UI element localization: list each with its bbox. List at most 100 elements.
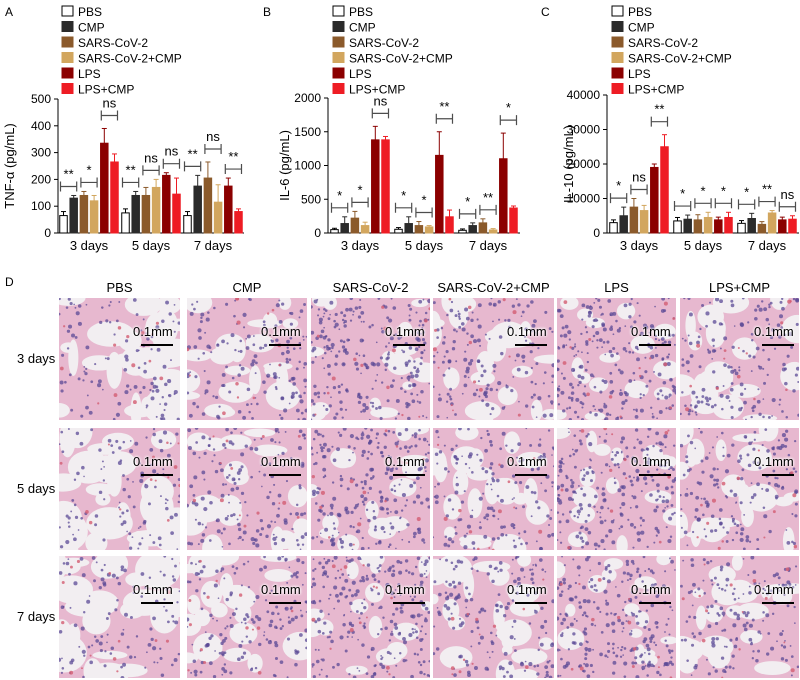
significance-label: * <box>700 183 705 198</box>
histology-image: 0.1mm <box>311 298 430 420</box>
significance-bracket <box>330 202 349 213</box>
scale-bar <box>269 344 301 346</box>
significance-bracket <box>59 181 78 192</box>
bar <box>660 146 669 234</box>
tissue-texture <box>557 298 676 420</box>
significance-label: ns <box>165 144 179 159</box>
histology-image: 0.1mm <box>187 556 307 678</box>
histology-column-header: PBS <box>106 280 132 295</box>
bar <box>650 166 659 234</box>
bar <box>89 200 99 234</box>
histology-image: 0.1mm <box>680 428 799 550</box>
bar <box>404 223 413 234</box>
legend-label: CMP <box>349 21 376 35</box>
significance-label: * <box>337 188 342 203</box>
bar <box>458 229 467 234</box>
legend-swatch <box>611 36 624 48</box>
significance-bracket <box>650 116 669 127</box>
significance-label: ** <box>64 166 74 181</box>
significance-bracket <box>394 202 413 213</box>
legend-label: PBS <box>78 5 102 19</box>
scale-bar <box>393 344 425 346</box>
panel-letter-c: C <box>541 5 550 19</box>
legend-swatch <box>611 67 624 79</box>
legend-swatch <box>61 52 74 63</box>
y-tick-label: 200 <box>31 172 51 186</box>
legend-swatch <box>332 21 345 32</box>
histology-image: 0.1mm <box>557 556 676 678</box>
bar <box>340 223 349 234</box>
significance-bracket <box>609 193 628 204</box>
tissue-texture <box>311 428 430 550</box>
bar <box>499 158 508 234</box>
significance-label: ns <box>374 93 388 108</box>
tissue-texture <box>557 556 676 678</box>
bar <box>619 215 628 234</box>
histology-image: 0.1mm <box>187 298 307 420</box>
legend-swatch <box>611 83 624 94</box>
legend-label: SARS-CoV-2+CMP <box>78 52 182 66</box>
legend-label: SARS-CoV-2+CMP <box>628 52 732 66</box>
legend-label: SARS-CoV-2+CMP <box>349 52 453 66</box>
scale-bar <box>515 344 547 346</box>
legend-swatch <box>332 36 345 48</box>
significance-bracket <box>224 164 243 175</box>
y-axis-label: IL-10 (pg/mL) <box>561 125 576 203</box>
legend-swatch <box>61 21 74 32</box>
bar <box>683 218 692 234</box>
bar <box>371 139 380 234</box>
significance-bracket <box>778 201 797 212</box>
bar <box>424 226 434 234</box>
legend-swatch <box>61 36 74 48</box>
y-tick-label: 500 <box>301 192 321 206</box>
x-tick-label: 3 days <box>341 238 380 253</box>
y-axis-label: TNF-α (pg/mL) <box>2 123 17 209</box>
significance-label: * <box>744 184 749 199</box>
tissue-texture <box>59 428 180 550</box>
legend-label: CMP <box>78 21 105 35</box>
legend-label: SARS-CoV-2 <box>628 36 698 50</box>
bar <box>69 197 78 234</box>
histology-image: 0.1mm <box>680 556 799 678</box>
histology-image: 0.1mm <box>433 556 554 678</box>
significance-bracket <box>142 165 160 176</box>
y-axis-label: IL-6 (pg/mL) <box>277 130 292 201</box>
tissue-texture <box>680 298 799 420</box>
scale-bar-label: 0.1mm <box>631 582 671 597</box>
significance-label: ** <box>188 146 198 161</box>
histology-column-header: CMP <box>233 280 262 295</box>
legend-label: SARS-CoV-2 <box>349 36 419 50</box>
bar <box>203 177 213 234</box>
significance-label: ** <box>762 182 772 197</box>
bar <box>478 222 488 234</box>
significance-bracket <box>758 196 776 207</box>
tissue-texture <box>680 428 799 550</box>
legend-label: SARS-CoV-2 <box>78 36 148 50</box>
scale-bar <box>639 602 671 604</box>
scale-bar-label: 0.1mm <box>385 324 425 339</box>
scale-bar <box>141 344 173 346</box>
significance-bracket <box>162 158 181 169</box>
significance-bracket <box>204 143 222 154</box>
y-tick-label: 1500 <box>294 125 321 139</box>
scale-bar-label: 0.1mm <box>261 324 301 339</box>
bar <box>360 225 370 234</box>
bar <box>703 216 713 234</box>
histology-column-header: SARS-CoV-2 <box>333 280 409 295</box>
y-tick-label: 2000 <box>294 91 321 105</box>
histology-image: 0.1mm <box>433 428 554 550</box>
scale-bar <box>515 602 547 604</box>
histology-row-label: 7 days <box>17 609 56 624</box>
y-tick-label: 0 <box>44 226 51 240</box>
tissue-texture <box>187 556 307 678</box>
tissue-texture <box>433 428 554 550</box>
bar <box>131 194 140 234</box>
significance-bracket <box>499 115 518 126</box>
bar <box>435 154 444 234</box>
